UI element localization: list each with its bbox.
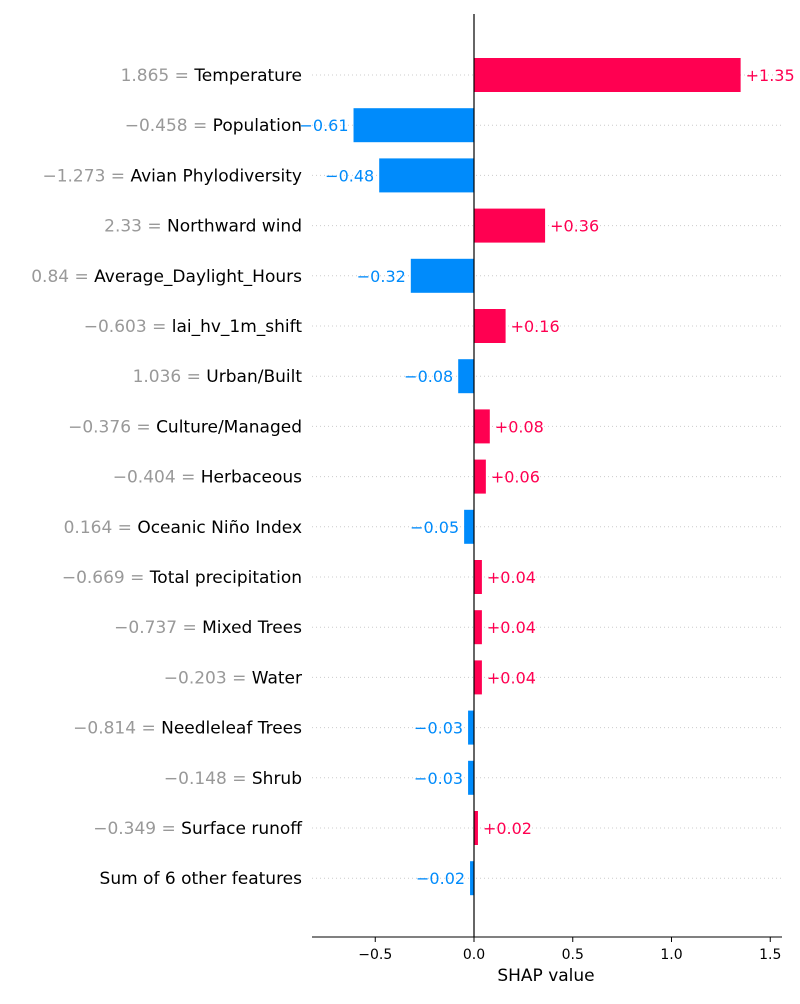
x-tick-label: 1.0 [660, 947, 682, 963]
shap-bar [474, 309, 506, 343]
feature-label: −0.737 = Mixed Trees [114, 618, 302, 638]
feature-value: −0.404 = [113, 468, 201, 488]
x-tick-label: 0.5 [562, 947, 584, 963]
feature-value: 0.164 = [64, 518, 138, 538]
feature-value: −0.203 = [164, 668, 252, 688]
shap-value-label: −0.03 [414, 719, 463, 738]
x-tick-label: 0.0 [463, 947, 485, 963]
shap-value-label: −0.03 [414, 769, 463, 788]
feature-name: Shrub [252, 769, 302, 789]
feature-label: 1.036 = Urban/Built [133, 367, 303, 387]
shap-bar [468, 710, 474, 745]
shap-bar [468, 760, 474, 795]
shap-value-label: +0.02 [483, 819, 532, 838]
feature-label: −0.603 = lai_hv_1m_shift [84, 317, 303, 337]
feature-value: 2.33 = [104, 217, 167, 237]
shap-bar [474, 409, 490, 444]
feature-value: −0.669 = [62, 568, 150, 588]
shap-bar [474, 560, 482, 594]
feature-value: −0.814 = [73, 719, 161, 739]
shap-value-label: −0.61 [299, 116, 348, 135]
feature-label: 2.33 = Northward wind [104, 217, 302, 237]
shap-bar [379, 158, 474, 193]
shap-value-label: −0.05 [410, 518, 459, 537]
shap-bar [474, 660, 482, 695]
shap-value-label: −0.32 [357, 267, 406, 286]
feature-value: −0.349 = [93, 819, 181, 839]
feature-value: −0.603 = [84, 317, 172, 337]
feature-name: Oceanic Niño Index [137, 518, 302, 538]
x-axis-ticks: −0.5 0.0 0.5 1.0 1.5 [358, 937, 781, 963]
x-tick-label: 1.5 [759, 947, 781, 963]
feature-name: Northward wind [167, 217, 302, 237]
feature-name: Temperature [193, 66, 302, 86]
x-tick-label: −0.5 [358, 947, 392, 963]
shap-value-label: +0.08 [495, 417, 544, 436]
feature-name: Culture/Managed [156, 417, 302, 437]
feature-name: Sum of 6 other features [100, 869, 303, 889]
shap-bar [464, 509, 474, 544]
feature-name: Population [213, 116, 302, 136]
shap-bar [474, 208, 546, 243]
feature-name: Herbaceous [201, 468, 302, 488]
shap-bar [474, 459, 486, 494]
feature-value: 0.84 = [31, 267, 94, 287]
feature-name: Urban/Built [206, 367, 302, 387]
feature-name: lai_hv_1m_shift [172, 317, 303, 337]
shap-value-label: +0.04 [487, 668, 536, 687]
shap-bar [474, 58, 741, 92]
feature-label: −0.349 = Surface runoff [93, 819, 303, 839]
label-layer: +1.351.865 = Temperature−0.61−0.458 = Po… [31, 66, 794, 889]
feature-name: Surface runoff [181, 819, 303, 839]
shap-value-label: +0.16 [511, 317, 560, 336]
x-axis: −0.5 0.0 0.5 1.0 1.5 SHAP value [312, 936, 782, 986]
bar-layer [353, 58, 741, 896]
feature-name: Avian Phylodiversity [130, 166, 302, 186]
shap-value-label: +1.35 [746, 66, 795, 85]
feature-name: Water [252, 668, 302, 688]
shap-bar [410, 258, 474, 293]
feature-label: 0.84 = Average_Daylight_Hours [31, 267, 302, 287]
feature-label: −0.376 = Culture/Managed [68, 417, 302, 437]
feature-name: Mixed Trees [202, 618, 302, 638]
feature-name: Needleleaf Trees [161, 719, 302, 739]
shap-value-label: +0.36 [550, 217, 599, 236]
feature-name: Average_Daylight_Hours [94, 267, 302, 287]
shap-value-label: −0.02 [416, 869, 465, 888]
feature-label: 0.164 = Oceanic Niño Index [64, 518, 302, 538]
feature-value: −0.458 = [125, 116, 213, 136]
feature-value: −1.273 = [42, 166, 130, 186]
feature-label: −0.669 = Total precipitation [62, 568, 302, 588]
feature-value: 1.865 = [121, 66, 195, 86]
x-axis-label: SHAP value [497, 966, 594, 986]
feature-value: −0.737 = [114, 618, 202, 638]
feature-label: −0.404 = Herbaceous [113, 468, 302, 488]
shap-bar [474, 811, 478, 845]
shap-value-label: −0.08 [404, 367, 453, 386]
grid-layer [312, 74, 782, 879]
feature-label: −0.148 = Shrub [164, 769, 302, 789]
feature-value: −0.376 = [68, 417, 156, 437]
feature-label: −0.458 = Population [125, 116, 302, 136]
shap-bar [353, 108, 474, 143]
shap-bar [474, 610, 482, 645]
feature-label: −1.273 = Avian Phylodiversity [42, 166, 302, 186]
shap-bar [470, 861, 474, 896]
feature-label: 1.865 = Temperature [121, 66, 302, 86]
shap-value-label: +0.04 [487, 568, 536, 587]
feature-label: Sum of 6 other features [100, 869, 303, 889]
shap-bar [458, 359, 474, 394]
shap-value-label: +0.04 [487, 618, 536, 637]
feature-value: −0.148 = [164, 769, 252, 789]
feature-label: −0.203 = Water [164, 668, 302, 688]
feature-name: Total precipitation [149, 568, 302, 588]
feature-label: −0.814 = Needleleaf Trees [73, 719, 302, 739]
shap-value-label: −0.48 [325, 166, 374, 185]
shap-value-label: +0.06 [491, 468, 540, 487]
feature-value: 1.036 = [133, 367, 207, 387]
